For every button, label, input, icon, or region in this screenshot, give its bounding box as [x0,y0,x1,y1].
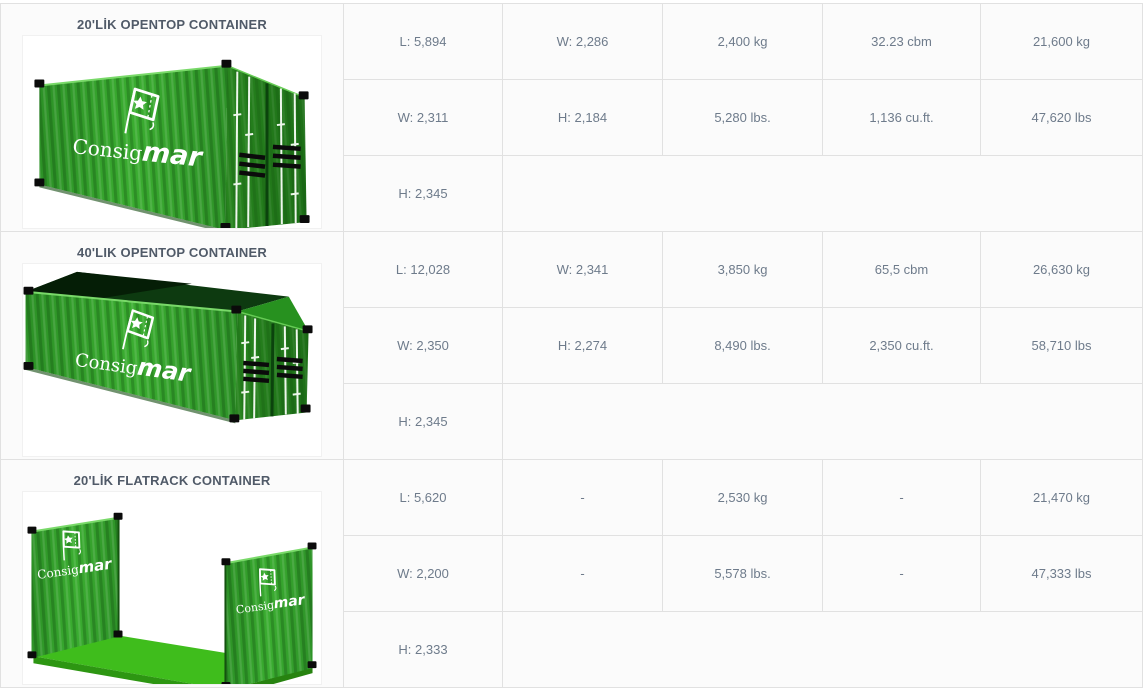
spec-cell-capacity-cbm: 65,5 cbm [822,231,981,308]
section-opentop-20-row1: 20'LİK OPENTOP CONTAINER [0,3,1143,232]
spec-cell-capacity-cuft: - [822,535,981,612]
spec-cell-width: W: 2,350 [343,307,503,384]
opentop-40-title: 40'LIK OPENTOP CONTAINER [77,244,267,260]
spec-cell-width: W: 2,286 [502,3,663,80]
section-opentop-20-row2: W: 2,311 H: 2,184 5,280 lbs. 1,136 cu.ft… [1,79,1143,156]
spec-cell-payload-kg: 26,630 kg [980,231,1143,308]
consigmar-flag-icon [122,308,155,349]
section-opentop-20-row3: H: 2,345 [1,155,1143,232]
opentop-20-title: 20'LİK OPENTOP CONTAINER [77,16,267,32]
section-flatrack-20-row2: W: 2,200 - 5,578 lbs. - 47,333 lbs [1,535,1143,612]
spec-cell-capacity-cuft: 2,350 cu.ft. [822,307,981,384]
spec-cell-width: W: 2,200 [343,535,503,612]
spec-cell-height: - [502,535,663,612]
section-flatrack-20-row1: 20'LİK FLATRACK CONTAINER [0,459,1143,688]
spec-cell-height: H: 2,345 [343,155,503,232]
spec-cell-tare-kg: 2,530 kg [662,459,823,536]
spec-cell-capacity-cbm: 32.23 cbm [822,3,981,80]
spec-cell-height: H: 2,333 [343,611,503,688]
spec-cell-width: W: 2,311 [343,79,503,156]
flatrack-20-illustration [27,512,317,684]
spec-cell-width: - [502,459,663,536]
flatrack-20-title: 20'LİK FLATRACK CONTAINER [73,472,271,488]
consigmar-logo: Consigmar [220,559,316,617]
consigmar-logo: Consigmar [24,521,120,582]
spec-cell-height: H: 2,184 [502,79,663,156]
spec-cell-empty [502,611,1143,688]
spec-cell-capacity-cuft: 1,136 cu.ft. [822,79,981,156]
spec-cell-tare-lbs: 5,280 lbs. [662,79,823,156]
section-opentop-40-row3: H: 2,345 [1,383,1143,460]
spec-cell-empty [502,155,1143,232]
opentop-20-illustration [34,59,310,228]
spec-cell-payload-lbs: 47,333 lbs [980,535,1143,612]
consigmar-logo: Consigmar [47,296,225,389]
spec-cell-payload-lbs: 47,620 lbs [980,79,1143,156]
section-opentop-40-row2: W: 2,350 H: 2,274 8,490 lbs. 2,350 cu.ft… [1,307,1143,384]
consigmar-flag-icon [62,529,82,560]
spec-cell-capacity-cbm: - [822,459,981,536]
spec-cell-payload-kg: 21,600 kg [980,3,1143,80]
opentop-40-illustration [23,271,313,423]
spec-cell-length: L: 5,620 [343,459,503,536]
consigmar-flag-icon [124,87,160,133]
flatrack-20-image: Consigmar Consigmar [22,490,322,685]
spec-cell-payload-kg: 21,470 kg [980,459,1143,536]
flatrack-20-image-cell: 20'LİK FLATRACK CONTAINER [0,459,344,688]
container-spec-table: 20'LİK OPENTOP CONTAINER [0,3,1143,688]
spec-cell-length: L: 5,894 [343,3,503,80]
opentop-40-image: Consigmar [22,262,322,457]
spec-cell-empty [502,383,1143,460]
spec-cell-width: W: 2,341 [502,231,663,308]
section-opentop-40-row1: 40'LIK OPENTOP CONTAINER [0,231,1143,460]
spec-cell-height: H: 2,274 [502,307,663,384]
spec-cell-payload-lbs: 58,710 lbs [980,307,1143,384]
consigmar-flag-icon [259,567,277,596]
spec-cell-tare-kg: 3,850 kg [662,231,823,308]
opentop-40-image-cell: 40'LIK OPENTOP CONTAINER [0,231,344,460]
opentop-20-image: Consigmar [22,34,322,229]
spec-cell-height: H: 2,345 [343,383,503,460]
spec-cell-tare-kg: 2,400 kg [662,3,823,80]
spec-cell-length: L: 12,028 [343,231,503,308]
opentop-20-image-cell: 20'LİK OPENTOP CONTAINER [0,3,344,232]
consigmar-logo: Consigmar [51,77,228,173]
spec-cell-tare-lbs: 5,578 lbs. [662,535,823,612]
section-flatrack-20-row3: H: 2,333 [1,611,1143,688]
spec-cell-tare-lbs: 8,490 lbs. [662,307,823,384]
